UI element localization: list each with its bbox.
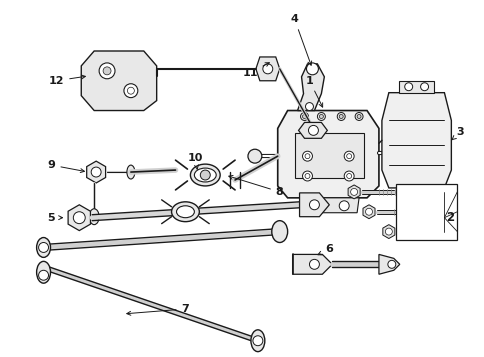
Polygon shape bbox=[348, 185, 360, 199]
Circle shape bbox=[306, 63, 318, 75]
Polygon shape bbox=[381, 93, 451, 188]
Circle shape bbox=[302, 151, 312, 161]
Circle shape bbox=[317, 112, 325, 120]
Polygon shape bbox=[87, 161, 106, 183]
Polygon shape bbox=[68, 205, 90, 231]
Circle shape bbox=[262, 64, 272, 74]
Circle shape bbox=[385, 228, 392, 235]
Ellipse shape bbox=[127, 165, 135, 179]
Circle shape bbox=[420, 83, 428, 91]
Circle shape bbox=[300, 112, 308, 120]
Polygon shape bbox=[292, 255, 332, 274]
Polygon shape bbox=[81, 51, 156, 111]
Text: 6: 6 bbox=[318, 245, 333, 255]
Polygon shape bbox=[299, 193, 329, 217]
Circle shape bbox=[305, 102, 313, 111]
Bar bbox=[395, 184, 456, 240]
Text: 10: 10 bbox=[187, 153, 203, 169]
Circle shape bbox=[338, 201, 348, 211]
Ellipse shape bbox=[36, 261, 50, 283]
Text: 8: 8 bbox=[228, 175, 283, 197]
Circle shape bbox=[338, 115, 343, 119]
Polygon shape bbox=[297, 64, 324, 111]
Ellipse shape bbox=[36, 237, 50, 257]
Circle shape bbox=[127, 87, 134, 94]
Circle shape bbox=[200, 170, 210, 180]
Circle shape bbox=[302, 171, 312, 181]
Polygon shape bbox=[382, 225, 394, 238]
Circle shape bbox=[319, 115, 323, 119]
Ellipse shape bbox=[194, 168, 216, 182]
Text: 11: 11 bbox=[242, 63, 269, 78]
Ellipse shape bbox=[271, 221, 287, 242]
Circle shape bbox=[304, 174, 309, 178]
Circle shape bbox=[346, 174, 351, 178]
Polygon shape bbox=[256, 57, 279, 81]
Circle shape bbox=[309, 200, 319, 210]
Text: 5: 5 bbox=[47, 213, 62, 223]
Circle shape bbox=[304, 154, 309, 159]
Circle shape bbox=[302, 115, 306, 119]
Circle shape bbox=[39, 270, 48, 280]
Text: 1: 1 bbox=[305, 76, 322, 107]
Circle shape bbox=[124, 84, 137, 97]
Circle shape bbox=[404, 83, 412, 91]
Circle shape bbox=[252, 336, 262, 346]
Text: 4: 4 bbox=[290, 14, 311, 65]
Circle shape bbox=[344, 171, 353, 181]
Circle shape bbox=[309, 260, 319, 269]
Circle shape bbox=[73, 212, 85, 223]
Ellipse shape bbox=[89, 209, 99, 225]
Circle shape bbox=[308, 125, 318, 135]
Circle shape bbox=[247, 149, 261, 163]
Text: 9: 9 bbox=[47, 160, 84, 172]
Text: 3: 3 bbox=[451, 127, 463, 140]
Text: 2: 2 bbox=[445, 211, 454, 224]
Circle shape bbox=[387, 260, 395, 268]
Bar bbox=[294, 134, 363, 178]
Circle shape bbox=[354, 112, 363, 120]
Polygon shape bbox=[298, 122, 327, 138]
Circle shape bbox=[346, 154, 351, 159]
Ellipse shape bbox=[171, 202, 199, 222]
Circle shape bbox=[344, 151, 353, 161]
Circle shape bbox=[336, 112, 345, 120]
Circle shape bbox=[309, 201, 319, 211]
Circle shape bbox=[350, 188, 357, 195]
Circle shape bbox=[365, 208, 372, 215]
Polygon shape bbox=[398, 188, 434, 200]
Polygon shape bbox=[378, 255, 399, 274]
Polygon shape bbox=[277, 111, 378, 198]
Circle shape bbox=[356, 115, 360, 119]
Circle shape bbox=[103, 67, 111, 75]
Polygon shape bbox=[362, 205, 374, 219]
Text: 7: 7 bbox=[126, 304, 189, 315]
Ellipse shape bbox=[250, 330, 264, 352]
Polygon shape bbox=[398, 81, 434, 93]
Polygon shape bbox=[299, 198, 358, 213]
Ellipse shape bbox=[190, 164, 220, 186]
Circle shape bbox=[91, 167, 101, 177]
Text: 12: 12 bbox=[48, 75, 85, 86]
Ellipse shape bbox=[176, 206, 194, 218]
Circle shape bbox=[99, 63, 115, 79]
Circle shape bbox=[39, 242, 48, 252]
